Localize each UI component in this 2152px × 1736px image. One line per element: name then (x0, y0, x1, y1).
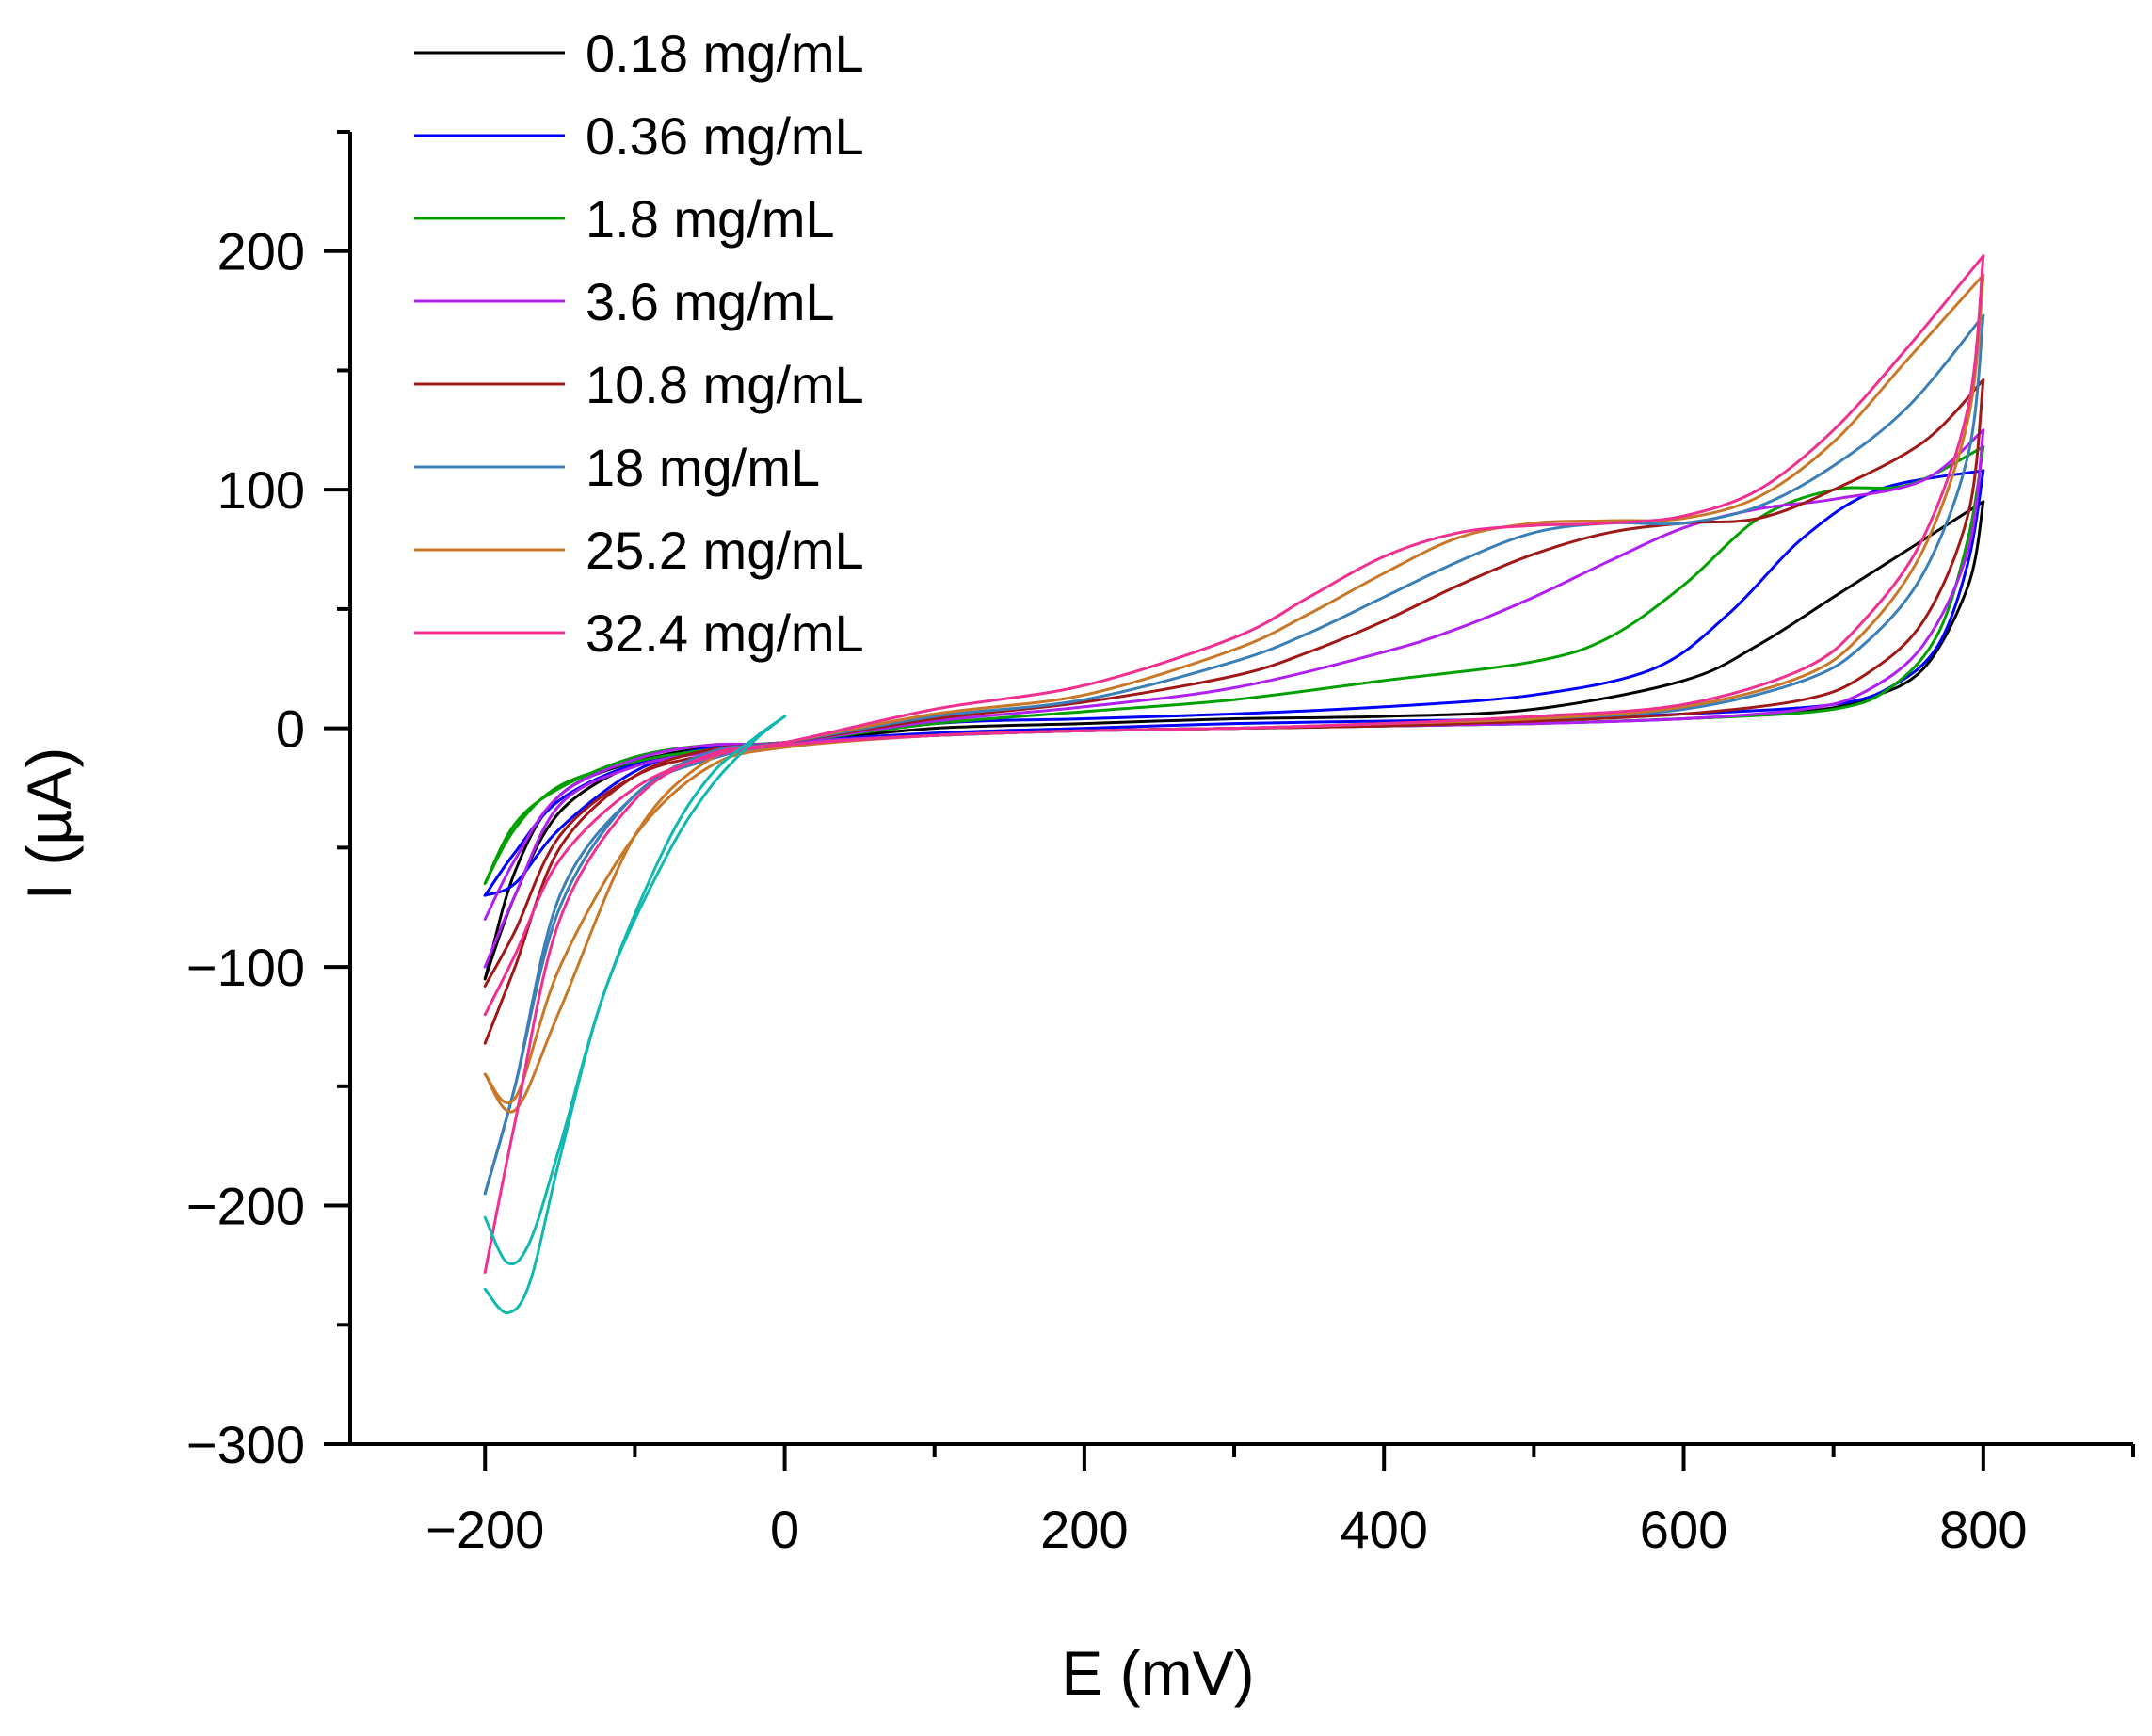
y-tick-label: −200 (186, 1177, 305, 1236)
y-tick-label: −300 (186, 1415, 305, 1474)
x-tick-label: 600 (1640, 1500, 1727, 1559)
y-axis-title: I (µA) (14, 747, 84, 901)
legend-label: 3.6 mg/mL (586, 272, 835, 331)
x-tick-label: 800 (1939, 1500, 2027, 1559)
series-18-mg-ml-forward-scan (483, 313, 1985, 1196)
legend-label: 32.4 mg/mL (586, 603, 864, 663)
series-1-8-mg-ml-reverse-scan (483, 445, 1985, 885)
y-tick-label: 0 (276, 699, 305, 759)
series-unlabeled-8-reverse-scan (483, 715, 787, 1266)
legend-label: 0.18 mg/mL (586, 24, 864, 83)
y-tick-label: −100 (186, 938, 305, 997)
x-tick-label: −200 (426, 1500, 544, 1559)
legend-label: 1.8 mg/mL (586, 189, 835, 249)
legend-label: 0.36 mg/mL (586, 106, 864, 166)
legend: 0.18 mg/mL 0.36 mg/mL 1.8 mg/mL 3.6 mg/mL 10… (414, 24, 864, 663)
series-curves (483, 254, 1985, 1315)
x-tick-label: 0 (770, 1500, 799, 1559)
series-25-2-mg-ml-forward-scan (483, 273, 1985, 1114)
x-tick-label: 400 (1340, 1500, 1427, 1559)
legend-label: 10.8 mg/mL (586, 355, 864, 414)
x-axis-title: E (mV) (1061, 1638, 1254, 1708)
series-32-4-mg-ml-reverse-scan (483, 254, 1985, 1017)
series-3-6-mg-ml-forward-scan (483, 428, 1985, 921)
series-32-4-mg-ml-forward-scan (483, 254, 1985, 1274)
y-tick-label: 100 (217, 460, 305, 520)
axes: −200 0 200 400 600 800 −300 −200 −100 0 100 200 (186, 130, 2135, 1559)
y-tick-label: 200 (217, 222, 305, 281)
x-tick-label: 200 (1040, 1500, 1128, 1559)
series-1-8-mg-ml-forward-scan (483, 445, 1985, 885)
legend-label: 18 mg/mL (586, 438, 820, 497)
legend-label: 25.2 mg/mL (586, 521, 864, 580)
series-0-36-mg-ml-forward-scan (483, 469, 1985, 897)
